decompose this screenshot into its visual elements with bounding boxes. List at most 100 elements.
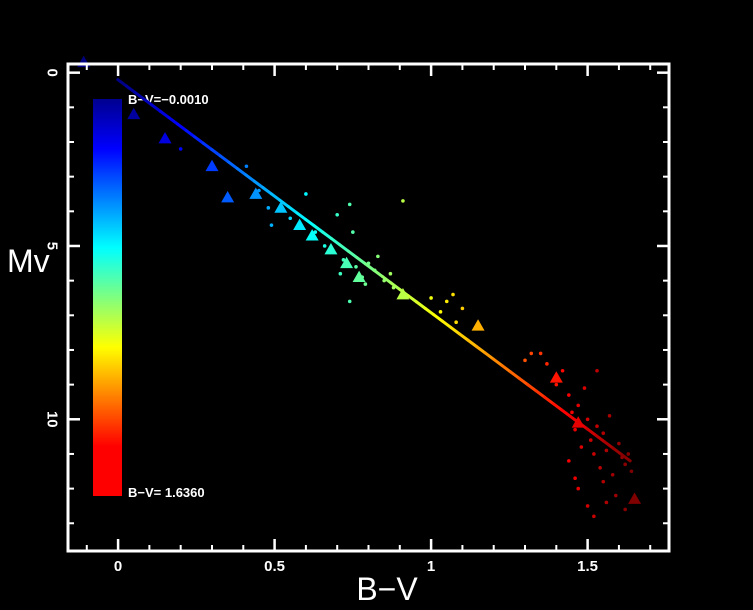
fit-line-segment [517,376,530,387]
fit-line-segment [252,179,265,190]
fit-line-segment [167,116,180,126]
data-point-dot [347,299,352,304]
data-point-dot [288,216,293,221]
y-tick-label: 5 [44,242,61,250]
fit-line-segment [218,154,231,164]
data-point-triangle [340,256,354,269]
data-point-dot [595,424,599,429]
y-tick-label: 10 [44,411,61,428]
data-point-dot [554,382,559,387]
fit-line-segment [227,160,239,171]
fit-line-segment [611,446,624,457]
fit-line-segment [432,313,444,323]
fit-line-segment [338,243,350,253]
data-point-triangle [324,242,338,255]
data-point-triangle [293,218,307,231]
data-point-dot [573,427,577,432]
data-point-dot [588,438,593,442]
fit-line-segment [124,84,137,94]
data-point-dot [460,306,465,311]
x-tick-label: 0.5 [264,558,285,575]
x-tick-label: 1 [427,558,435,575]
data-point-dot [523,358,527,363]
data-point-triangle [571,416,585,428]
data-point-dot [592,452,596,456]
data-point-dot [347,202,352,207]
data-point-dot [604,500,609,505]
data-point-dot [626,452,631,456]
fit-line-segment [389,281,402,291]
data-point-dot [351,230,355,234]
data-point-triangle [249,187,263,199]
fit-line-segment [603,440,615,450]
data-point-dot [376,254,380,259]
data-point-dot [620,455,624,460]
fit-line-segment [585,427,598,437]
data-point-dot [623,462,627,467]
data-point-triangle [396,288,410,300]
data-point-dot [629,469,634,474]
data-point-dot [372,268,377,273]
fit-line-segment [466,338,478,348]
fit-line-segment [406,294,419,304]
x-axis-title: B−V [356,571,418,607]
fit-line-segment [492,357,504,368]
x-tick-label: 0 [114,558,122,575]
fit-line-segment [184,128,197,139]
fit-line-segment [346,249,359,260]
data-point-dot [545,362,549,366]
data-point-dot [244,164,249,169]
data-point-dot [538,351,543,356]
data-point-dot [529,351,534,356]
data-point-dot [401,199,405,203]
data-point-dot [560,368,565,373]
data-point-dot [623,507,627,512]
data-point-dot [567,459,571,463]
data-point-triangle [549,371,563,383]
fit-line-segment [423,306,436,317]
data-point-dot [266,206,271,210]
fit-line-segment [620,453,632,463]
colorbar-min-label: B−V=−0.0010 [128,92,209,107]
data-point-dot [382,278,386,283]
y-axis-title: Mv [7,243,50,279]
data-point-dot [601,431,606,435]
data-point-dot [585,504,590,508]
data-point-dot [595,368,599,373]
fit-line-segment [210,147,222,158]
fit-line-segment [363,262,376,272]
colorbar-max-label: B−V= 1.6360 [128,485,205,500]
data-point-dot [363,282,368,286]
data-point-triangle [471,319,485,331]
fit-line-segment [483,351,496,361]
data-point-dot [604,448,609,453]
data-point-triangle [305,229,319,241]
data-point-dot [335,212,339,217]
data-point-triangle [205,159,219,172]
data-point-dot [576,403,581,408]
fit-line-segment [415,300,427,310]
fit-line-segment [500,364,513,374]
scatter-dots [178,147,634,519]
fit-line-segment [381,275,393,285]
data-point-dot [610,472,615,477]
data-point-dot [601,479,606,484]
fit-line-segment [329,236,342,247]
fit-line-segment [244,173,256,183]
data-point-dot [607,414,612,418]
fit-line-segment [141,97,154,107]
fit-line-segment [116,78,128,88]
data-point-triangle [628,492,642,504]
fit-line-segment [534,389,547,399]
data-point-dot [598,466,602,470]
data-point-dot [454,320,458,325]
data-point-triangle [221,190,235,203]
data-point-dot [391,285,396,290]
data-point-dot [269,223,274,227]
fit-line-segment [201,141,214,151]
fit-line-segment [304,217,316,228]
fit-line-segment [193,135,205,145]
fit-line-segment [287,205,299,215]
fit-line-segment [474,344,487,355]
fit-line-segment [526,383,538,393]
